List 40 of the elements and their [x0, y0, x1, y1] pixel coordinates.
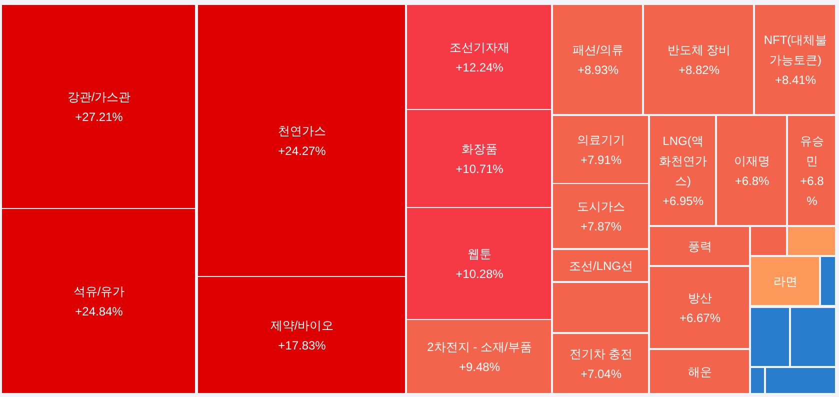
category-label: 라면: [774, 274, 798, 288]
data-label: +27.21%: [75, 110, 124, 124]
data-label: +24.84%: [75, 304, 124, 318]
data-label: +9.48%: [458, 360, 500, 374]
data-label: +6.95%: [662, 194, 704, 208]
data-label: +7.04%: [580, 367, 622, 381]
category-label: 강관/가스관: [67, 90, 131, 104]
category-label: LNG(액화천연가스): [659, 134, 707, 188]
data-label: +10.71%: [456, 162, 504, 176]
category-label: 웹툰: [468, 247, 492, 261]
data-label: +8.82%: [678, 63, 720, 77]
category-label: 이재명: [734, 154, 770, 168]
data-label: +6.67%: [679, 311, 721, 325]
category-label: 2차전지 - 소재/부품: [427, 340, 532, 354]
data-label: +17.83%: [278, 338, 326, 352]
category-label: NFT(대체불가능토큰): [764, 33, 828, 67]
data-label: +24.27%: [278, 144, 326, 158]
category-label: 화장품: [462, 142, 498, 156]
data-label: +6.8%: [800, 174, 824, 208]
category-label: 방산: [688, 291, 712, 305]
category-label: 의료기기: [577, 133, 625, 147]
data-label: +10.28%: [456, 267, 504, 281]
data-label: +7.91%: [580, 153, 622, 167]
data-label: +12.24%: [456, 60, 504, 74]
data-label: +7.87%: [580, 220, 622, 234]
category-label: 반도체 장비: [667, 43, 731, 57]
category-label: 천연가스: [278, 124, 326, 138]
category-label: 제약/바이오: [270, 318, 334, 332]
category-label: 석유/유가: [73, 284, 125, 298]
category-label: 유승민: [800, 134, 824, 168]
data-label: +8.93%: [577, 63, 619, 77]
category-label: 조선/LNG선: [568, 259, 634, 273]
data-label: +8.41%: [774, 73, 816, 87]
category-label: 전기차 충전: [569, 347, 633, 361]
category-label: 조선기자재: [450, 40, 510, 54]
category-label: 해운: [688, 365, 712, 379]
category-label: 도시가스: [577, 200, 625, 214]
data-label: +6.8%: [734, 174, 770, 188]
category-label: 풍력: [688, 240, 712, 254]
category-label: 패션/의류: [572, 43, 624, 57]
